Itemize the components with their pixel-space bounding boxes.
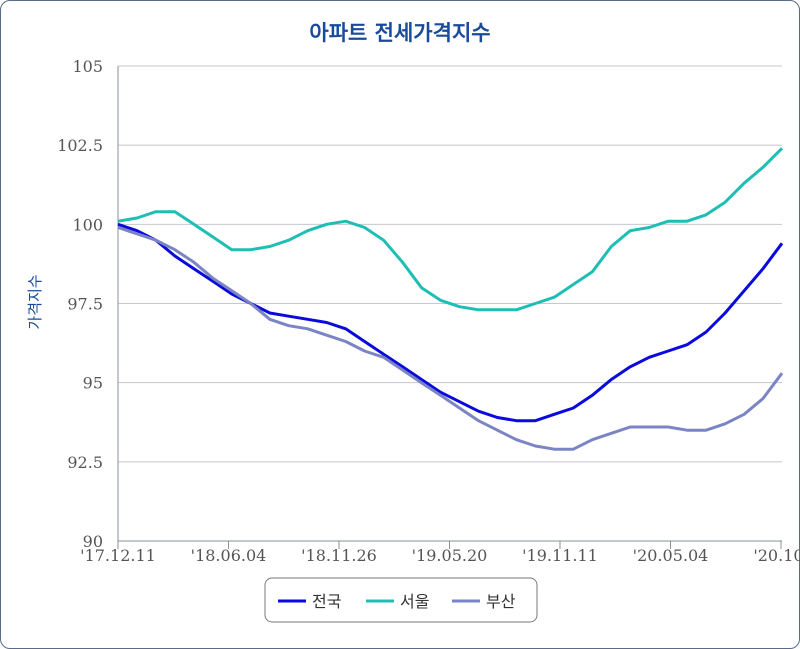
- x-tick-label: '20.10.: [753, 546, 800, 565]
- legend: 전국 서울 부산: [264, 577, 538, 623]
- y-axis-ticks: 90 92.5 95 97.5 100 102.5 105: [57, 57, 103, 551]
- legend-box: [264, 577, 538, 623]
- chart-title: 아파트 전세가격지수: [309, 21, 490, 45]
- y-axis-label: 가격지수: [26, 274, 44, 329]
- x-axis-ticks: '17.12.11 '18.06.04 '18.11.26 '19.05.20 '19.…: [80, 541, 800, 565]
- legend-label: 서울: [400, 592, 429, 611]
- y-tick-label: 100: [72, 215, 103, 234]
- x-tick-label: '19.11.11: [522, 546, 598, 565]
- y-tick-label: 92.5: [67, 453, 103, 472]
- y-tick-label: 90: [83, 532, 103, 551]
- y-tick-label: 105: [72, 57, 103, 76]
- y-tick-label: 95: [83, 374, 103, 393]
- x-tick-label: '17.12.11: [80, 546, 156, 565]
- x-tick-label: '18.06.04: [191, 546, 267, 565]
- series-line: [117, 222, 784, 423]
- x-tick-label: '20.05.04: [633, 546, 709, 565]
- series-line: [117, 226, 784, 451]
- series-lines: [117, 147, 784, 451]
- legend-label: 부산: [486, 592, 516, 611]
- x-tick-label: '18.11.26: [301, 546, 377, 565]
- y-tick-label: 102.5: [57, 136, 103, 155]
- series-line: [117, 147, 784, 312]
- x-tick-label: '19.05.20: [412, 546, 488, 565]
- y-tick-label: 97.5: [67, 295, 103, 314]
- legend-label: 전국: [312, 592, 341, 611]
